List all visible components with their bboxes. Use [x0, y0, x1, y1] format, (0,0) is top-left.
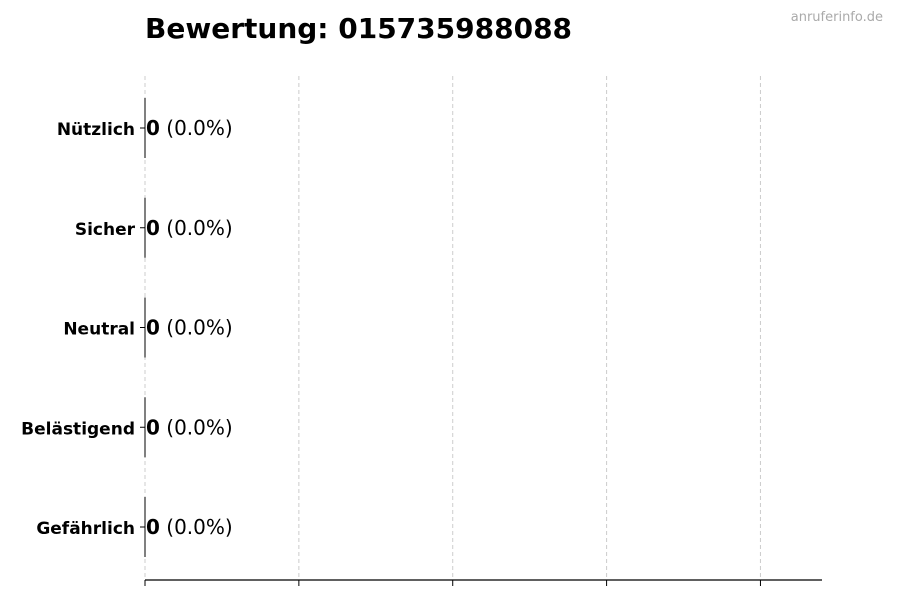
- y-tick-label: Gefährlich: [36, 519, 135, 539]
- data-label: 0 (0.0%): [146, 415, 233, 439]
- y-tick-label: Nützlich: [57, 120, 135, 140]
- chart-title: Bewertung: 015735988088: [145, 12, 573, 45]
- data-label-count: 0: [146, 116, 160, 140]
- y-tick-label: Sicher: [75, 220, 136, 240]
- y-tick-label: Belästigend: [21, 419, 135, 439]
- data-label: 0 (0.0%): [146, 216, 233, 240]
- y-tick-label: Neutral: [63, 320, 135, 340]
- data-label-percent: (0.0%): [160, 116, 233, 140]
- data-label-count: 0: [146, 515, 160, 539]
- data-label-percent: (0.0%): [160, 415, 233, 439]
- data-label-percent: (0.0%): [160, 316, 233, 340]
- watermark: anruferinfo.de: [790, 10, 883, 25]
- data-label: 0 (0.0%): [146, 515, 233, 539]
- data-label-count: 0: [146, 316, 160, 340]
- data-label-percent: (0.0%): [160, 515, 233, 539]
- data-label-count: 0: [146, 415, 160, 439]
- data-label-count: 0: [146, 216, 160, 240]
- data-label-percent: (0.0%): [160, 216, 233, 240]
- data-label: 0 (0.0%): [146, 316, 233, 340]
- data-label: 0 (0.0%): [146, 116, 233, 140]
